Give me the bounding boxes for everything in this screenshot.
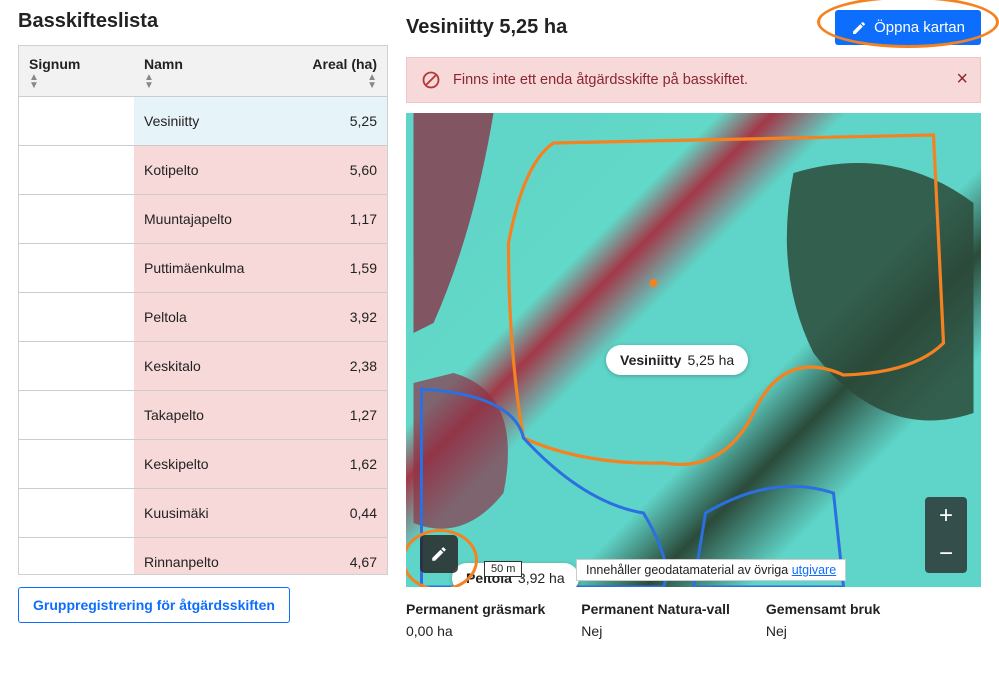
pencil-icon [430, 545, 448, 563]
cell-name: Peltola [134, 293, 292, 341]
table-row[interactable]: Kuusimäki0,44 [19, 489, 387, 538]
col-header-signum[interactable]: Signum ▲▼ [19, 46, 134, 96]
meta-label: Gemensamt bruk [766, 601, 880, 617]
cell-name: Puttimäenkulma [134, 244, 292, 292]
cell-signum [19, 146, 134, 194]
meta-label: Permanent Natura‑vall [581, 601, 730, 617]
zoom-out-button[interactable]: − [925, 535, 967, 573]
zoom-in-button[interactable]: + [925, 497, 967, 535]
cell-area: 1,59 [292, 244, 387, 292]
map-parcel-badge: Vesiniitty5,25 ha [606, 345, 748, 375]
meta-row: Permanent gräsmark 0,00 ha Permanent Natur… [406, 601, 981, 639]
table-row[interactable]: Keskitalo2,38 [19, 342, 387, 391]
meta-value: 0,00 ha [406, 623, 545, 639]
col-header-area-label: Areal (ha) [312, 56, 377, 72]
map-edit-button[interactable] [420, 535, 458, 573]
meta-value: Nej [766, 623, 880, 639]
cell-name: Takapelto [134, 391, 292, 439]
meta-value: Nej [581, 623, 730, 639]
open-map-label: Öppna kartan [874, 19, 965, 36]
edit-icon [851, 20, 867, 36]
map-attribution: Innehåller geodatamaterial av övriga utg… [576, 559, 846, 581]
stop-icon [421, 70, 441, 90]
cell-signum [19, 97, 134, 145]
cell-signum [19, 195, 134, 243]
meta-item: Gemensamt bruk Nej [766, 601, 880, 639]
cell-area: 4,67 [292, 538, 387, 574]
cell-name: Vesiniitty [134, 97, 292, 145]
parcel-table: Signum ▲▼ Namn ▲▼ Areal (ha) ▲▼ Vesiniit… [18, 45, 388, 575]
left-title: Basskifteslista [18, 10, 388, 33]
col-header-name[interactable]: Namn ▲▼ [134, 46, 292, 96]
cell-area: 5,25 [292, 97, 387, 145]
cell-name: Muuntajapelto [134, 195, 292, 243]
table-body[interactable]: Vesiniitty5,25Kotipelto5,60Muuntajapelto… [19, 97, 387, 574]
attribution-text: Innehåller geodatamaterial av övriga [586, 563, 792, 577]
cell-name: Kotipelto [134, 146, 292, 194]
cell-signum [19, 440, 134, 488]
col-header-name-label: Namn [144, 56, 183, 72]
cell-signum [19, 244, 134, 292]
cell-area: 1,27 [292, 391, 387, 439]
cell-name: Kuusimäki [134, 489, 292, 537]
cell-area: 1,62 [292, 440, 387, 488]
map-scale: 50 m [484, 561, 522, 577]
alert-text: Finns inte ett enda åtgärdsskifte på bas… [453, 72, 748, 88]
table-row[interactable]: Keskipelto1,62 [19, 440, 387, 489]
cell-signum [19, 538, 134, 574]
col-header-signum-label: Signum [29, 56, 80, 72]
cell-name: Keskipelto [134, 440, 292, 488]
cell-signum [19, 293, 134, 341]
col-header-area[interactable]: Areal (ha) ▲▼ [292, 46, 387, 96]
alert-close-button[interactable]: × [956, 68, 968, 91]
cell-name: Keskitalo [134, 342, 292, 390]
table-row[interactable]: Rinnanpelto4,67 [19, 538, 387, 574]
cell-area: 2,38 [292, 342, 387, 390]
table-row[interactable]: Vesiniitty5,25 [19, 97, 387, 146]
cell-signum [19, 342, 134, 390]
group-register-button[interactable]: Gruppregistrering för åtgärdsskiften [18, 587, 290, 623]
attribution-link[interactable]: utgivare [792, 563, 836, 577]
meta-label: Permanent gräsmark [406, 601, 545, 617]
meta-item: Permanent Natura‑vall Nej [581, 601, 730, 639]
table-header: Signum ▲▼ Namn ▲▼ Areal (ha) ▲▼ [19, 46, 387, 97]
cell-name: Rinnanpelto [134, 538, 292, 574]
alert-banner: Finns inte ett enda åtgärdsskifte på bas… [406, 57, 981, 103]
sort-icon: ▲▼ [29, 74, 124, 90]
open-map-button[interactable]: Öppna kartan [835, 10, 981, 45]
table-row[interactable]: Kotipelto5,60 [19, 146, 387, 195]
cell-signum [19, 489, 134, 537]
cell-area: 5,60 [292, 146, 387, 194]
sort-icon: ▲▼ [144, 74, 282, 90]
table-row[interactable]: Takapelto1,27 [19, 391, 387, 440]
table-row[interactable]: Peltola3,92 [19, 293, 387, 342]
meta-item: Permanent gräsmark 0,00 ha [406, 601, 545, 639]
cell-signum [19, 391, 134, 439]
cell-area: 0,44 [292, 489, 387, 537]
cell-area: 1,17 [292, 195, 387, 243]
cell-area: 3,92 [292, 293, 387, 341]
parcel-title: Vesiniitty 5,25 ha [406, 16, 567, 39]
sort-icon: ▲▼ [302, 74, 377, 90]
table-row[interactable]: Muuntajapelto1,17 [19, 195, 387, 244]
table-row[interactable]: Puttimäenkulma1,59 [19, 244, 387, 293]
zoom-control: + − [925, 497, 967, 573]
map-view[interactable]: Vesiniitty5,25 haPeltola3,92 ha 50 m Inn… [406, 113, 981, 587]
